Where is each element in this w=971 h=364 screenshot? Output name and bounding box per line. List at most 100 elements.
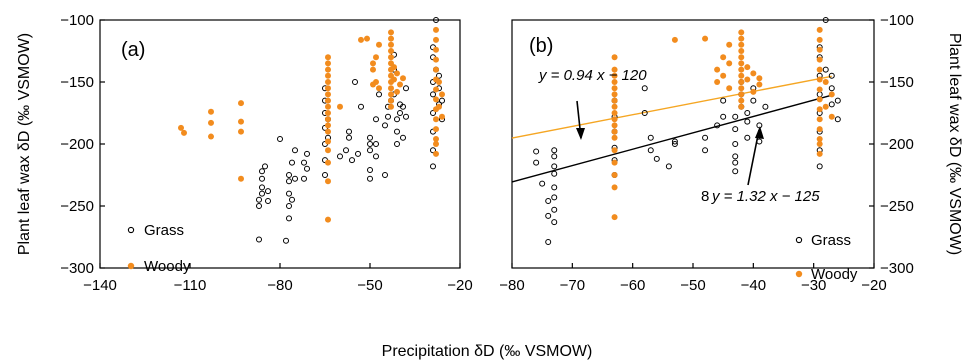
grass-point xyxy=(551,206,558,213)
grass-point xyxy=(286,203,292,209)
woody-point xyxy=(611,110,618,116)
woody-point xyxy=(611,66,618,73)
woody-point xyxy=(738,29,745,36)
x-tick-label-b-6: −20 xyxy=(861,277,886,294)
grass-point xyxy=(385,113,391,120)
woody-point xyxy=(433,141,439,147)
grass-point xyxy=(382,122,388,129)
grass-point xyxy=(367,175,373,182)
grass-point xyxy=(367,134,373,141)
panel-a-points xyxy=(178,17,445,244)
legend-grass-label-a: Grass xyxy=(144,222,184,239)
grass-point xyxy=(289,196,295,203)
grass-point xyxy=(397,110,403,116)
legend-woody-label-b: Woody xyxy=(811,266,858,283)
x-tick-label-a-3: −50 xyxy=(357,277,382,294)
woody-point xyxy=(388,54,394,61)
grass-point xyxy=(283,237,289,244)
woody-point xyxy=(325,147,331,154)
grass-point xyxy=(834,97,841,104)
woody-point xyxy=(325,85,331,92)
panel-b-equations: y = 0.94 x − 120 8 y = 1.32 x − 125 xyxy=(538,67,820,205)
legend-grass-marker-b xyxy=(795,236,803,244)
woody-point xyxy=(720,72,727,79)
woody-point xyxy=(370,66,376,73)
woody-point xyxy=(738,54,745,61)
woody-point xyxy=(822,79,829,85)
grass-fit-line xyxy=(511,94,832,183)
woody-point xyxy=(394,88,400,95)
woody-point xyxy=(325,178,331,185)
woody-point xyxy=(702,35,709,42)
woody-point xyxy=(400,75,406,82)
woody-point xyxy=(611,54,618,61)
woody-point xyxy=(611,128,618,135)
woody-point xyxy=(611,184,618,191)
grass-point xyxy=(304,165,310,172)
legend-woody-marker-b xyxy=(795,270,803,278)
grass-point xyxy=(292,175,298,182)
woody-point xyxy=(325,138,331,145)
panel-b-label: (b) xyxy=(529,35,553,57)
woody-point xyxy=(388,103,394,110)
grass-point xyxy=(756,122,763,129)
woody-point xyxy=(370,60,376,67)
grass-point xyxy=(671,138,678,145)
grass-point xyxy=(702,134,709,141)
woody-point xyxy=(325,66,331,73)
panel-b-fit-lines xyxy=(511,75,832,183)
woody-point xyxy=(828,91,835,98)
woody-point xyxy=(388,48,394,54)
woody-point xyxy=(816,126,823,133)
woody-point xyxy=(671,36,678,43)
grass-point xyxy=(430,163,436,170)
woody-point xyxy=(738,66,745,73)
woody-point xyxy=(436,79,442,85)
woody-point xyxy=(828,113,835,120)
woody-point xyxy=(611,103,618,110)
woody-point xyxy=(611,79,618,85)
grass-point xyxy=(653,155,660,162)
grass-point xyxy=(286,172,292,178)
woody-point xyxy=(611,85,618,92)
y-tick-label-b-1: −250 xyxy=(880,198,914,215)
woody-point xyxy=(816,150,823,157)
woody-point xyxy=(238,175,244,182)
woody-point xyxy=(816,136,823,143)
woody-point xyxy=(816,116,823,123)
grass-point xyxy=(545,212,552,219)
grass-point xyxy=(337,153,343,160)
grass-point xyxy=(732,159,739,166)
panel-b-legend: Grass Woody xyxy=(795,232,858,283)
annotation-mark: 8 xyxy=(701,188,709,205)
grass-point xyxy=(286,178,292,185)
grass-point xyxy=(551,170,558,177)
woody-point xyxy=(738,91,745,98)
grass-point xyxy=(346,128,352,135)
grass-point xyxy=(641,110,648,116)
grass-point xyxy=(400,134,406,141)
woody-point xyxy=(388,97,394,104)
woody-point xyxy=(373,54,379,61)
grass-point xyxy=(256,203,262,209)
grass-point xyxy=(702,147,709,154)
x-tick-label-b-0: −80 xyxy=(499,277,524,294)
grass-point xyxy=(545,198,552,205)
grass-point xyxy=(551,194,558,201)
woody-point xyxy=(822,103,829,110)
woody-point xyxy=(181,129,187,136)
x-tick-label-b-2: −60 xyxy=(620,277,645,294)
woody-point xyxy=(816,46,823,53)
grass-point xyxy=(394,116,400,123)
grass-point xyxy=(352,79,358,85)
woody-point xyxy=(397,81,403,88)
grass-point xyxy=(533,148,540,155)
y-tick-label-a-3: −150 xyxy=(60,74,94,91)
grass-point xyxy=(744,134,751,141)
grass-point xyxy=(262,163,268,170)
woody-point xyxy=(238,100,244,107)
woody-point xyxy=(325,110,331,116)
woody-point xyxy=(738,60,745,67)
grass-point xyxy=(304,150,310,157)
woody-point xyxy=(433,46,439,53)
